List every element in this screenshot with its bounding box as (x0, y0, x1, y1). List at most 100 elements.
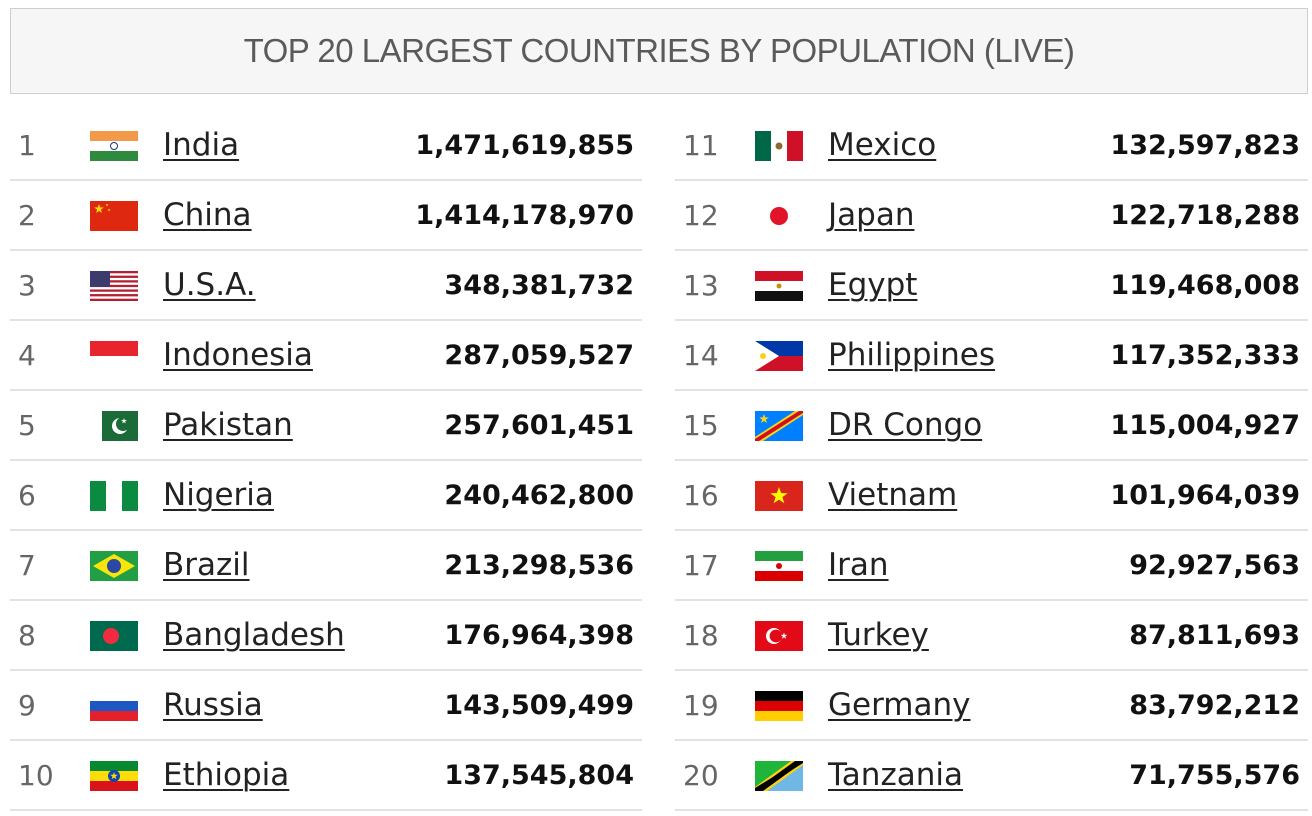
flag-icon (755, 411, 803, 441)
table-row: 10 Ethiopia 137,545,804 (10, 741, 642, 811)
rank: 8 (18, 619, 36, 652)
flag (755, 481, 803, 515)
table-row: 5 Pakistan 257,601,451 (10, 391, 642, 461)
flag-icon (90, 341, 138, 372)
population: 122,718,288 (1110, 200, 1300, 231)
population: 87,811,693 (1129, 620, 1300, 651)
country-link[interactable]: Russia (163, 687, 263, 723)
table-row: 11 Mexico 132,597,823 (675, 111, 1308, 181)
country-link[interactable]: India (163, 127, 240, 163)
population: 71,755,576 (1129, 760, 1300, 791)
population: 115,004,927 (1110, 410, 1300, 441)
table-row: 16 Vietnam 101,964,039 (675, 461, 1308, 531)
flag-icon (90, 551, 138, 581)
flag (755, 201, 803, 235)
flag-icon (90, 201, 138, 231)
rank: 11 (683, 129, 719, 162)
title: TOP 20 LARGEST COUNTRIES BY POPULATION (… (243, 32, 1075, 69)
population: 132,597,823 (1110, 130, 1300, 161)
country-link[interactable]: Iran (828, 547, 889, 583)
table-row: 8 Bangladesh 176,964,398 (10, 601, 642, 671)
rank: 15 (683, 409, 719, 442)
flag-icon (90, 271, 138, 302)
flag (90, 621, 138, 655)
flag-icon (90, 761, 138, 792)
flag (90, 691, 138, 725)
country-link[interactable]: Tanzania (828, 757, 963, 793)
population: 176,964,398 (444, 620, 634, 651)
country-link[interactable]: Brazil (163, 547, 250, 583)
country-link[interactable]: Mexico (828, 127, 937, 163)
country-link[interactable]: U.S.A. (163, 267, 256, 303)
flag-icon (90, 411, 138, 441)
table-row: 19 Germany 83,792,212 (675, 671, 1308, 741)
flag-icon (755, 271, 803, 302)
country-link[interactable]: DR Congo (828, 407, 983, 443)
rank: 20 (683, 759, 719, 792)
table-row: 9 Russia 143,509,499 (10, 671, 642, 741)
rank: 19 (683, 689, 719, 722)
flag (90, 761, 138, 795)
flag (90, 551, 138, 585)
country-link[interactable]: Vietnam (828, 477, 958, 513)
flag (755, 271, 803, 305)
rank: 5 (18, 409, 36, 442)
table-row: 15 DR Congo 115,004,927 (675, 391, 1308, 461)
flag (755, 761, 803, 795)
country-link[interactable]: Indonesia (163, 337, 313, 373)
population: 1,414,178,970 (415, 200, 634, 231)
rank: 13 (683, 269, 719, 302)
flag-icon (755, 201, 803, 231)
population: 143,509,499 (444, 690, 634, 721)
country-link[interactable]: Egypt (828, 267, 918, 303)
table-row: 3 U.S.A. 348,381,732 (10, 251, 642, 321)
flag-icon (90, 131, 138, 162)
flag (90, 341, 138, 375)
population: 240,462,800 (444, 480, 634, 511)
flag-icon (755, 761, 803, 791)
rank: 12 (683, 199, 719, 232)
population: 257,601,451 (444, 410, 634, 441)
rank: 6 (18, 479, 36, 512)
table-row: 18 Turkey 87,811,693 (675, 601, 1308, 671)
country-link[interactable]: Nigeria (163, 477, 274, 513)
flag-icon (755, 551, 803, 582)
table-row: 20 Tanzania 71,755,576 (675, 741, 1308, 811)
country-link[interactable]: Ethiopia (163, 757, 290, 793)
country-link[interactable]: Pakistan (163, 407, 293, 443)
table-row: 6 Nigeria 240,462,800 (10, 461, 642, 531)
rank: 7 (18, 549, 36, 582)
rank: 1 (18, 129, 36, 162)
flag-icon (755, 621, 803, 651)
country-link[interactable]: Philippines (828, 337, 996, 373)
country-link[interactable]: Germany (828, 687, 971, 723)
rank: 18 (683, 619, 719, 652)
country-link[interactable]: Japan (828, 197, 915, 233)
flag (90, 271, 138, 305)
country-link[interactable]: Bangladesh (163, 617, 345, 653)
rank: 3 (18, 269, 36, 302)
flag (755, 411, 803, 445)
country-link[interactable]: Turkey (828, 617, 929, 653)
flag (755, 621, 803, 655)
flag-icon (755, 691, 803, 722)
table-row: 14 Philippines 117,352,333 (675, 321, 1308, 391)
table-row: 13 Egypt 119,468,008 (675, 251, 1308, 321)
table-row: 7 Brazil 213,298,536 (10, 531, 642, 601)
population: 348,381,732 (444, 270, 634, 301)
flag (90, 201, 138, 235)
population: 287,059,527 (444, 340, 634, 371)
flag-icon (755, 481, 803, 511)
table-row: 12 Japan 122,718,288 (675, 181, 1308, 251)
population: 83,792,212 (1129, 690, 1300, 721)
country-link[interactable]: China (163, 197, 252, 233)
table-row: 1 India 1,471,619,855 (10, 111, 642, 181)
population: 137,545,804 (444, 760, 634, 791)
rank: 16 (683, 479, 719, 512)
flag (755, 341, 803, 375)
population: 213,298,536 (444, 550, 634, 581)
flag (90, 131, 138, 165)
population: 119,468,008 (1110, 270, 1300, 301)
header: TOP 20 LARGEST COUNTRIES BY POPULATION (… (10, 8, 1308, 94)
